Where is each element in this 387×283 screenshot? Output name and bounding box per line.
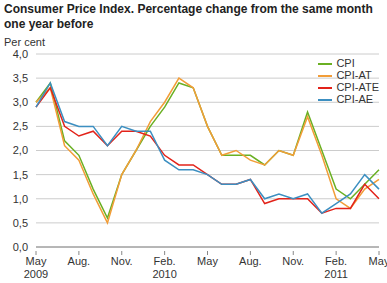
svg-text:2,5: 2,5	[13, 120, 28, 132]
svg-text:1,5: 1,5	[13, 169, 28, 181]
svg-text:1,0: 1,0	[13, 193, 28, 205]
svg-text:3,0: 3,0	[13, 96, 28, 108]
svg-text:May2009: May2009	[24, 255, 48, 280]
svg-text:3,5: 3,5	[13, 72, 28, 84]
html-text:CPI-AE: CPI-AE	[336, 93, 374, 105]
svg-text:Nov.: Nov.	[111, 255, 133, 267]
html-text:Per cent: Per cent	[4, 36, 45, 48]
html-text:CPI: CPI	[336, 57, 355, 69]
svg-text:Feb.2011: Feb.2011	[324, 255, 348, 280]
svg-text:0,5: 0,5	[13, 217, 28, 229]
svg-text:0,0: 0,0	[13, 241, 28, 253]
html-text:CPI-AT: CPI-AT	[336, 69, 372, 81]
svg-text:Nov.: Nov.	[282, 255, 304, 267]
html-text:Consumer Price Index. Percenta: Consumer Price Index. Percentage change …	[4, 2, 373, 31]
svg-text:4,0: 4,0	[13, 48, 28, 60]
svg-text:Aug.: Aug.	[68, 255, 91, 267]
svg-text:Aug.: Aug.	[239, 255, 262, 267]
svg-text:2,0: 2,0	[13, 144, 28, 156]
svg-text:May: May	[369, 255, 379, 267]
svg-text:Feb.2010: Feb.2010	[152, 255, 176, 280]
html-text:CPI-ATE: CPI-ATE	[336, 81, 379, 93]
svg-text:May: May	[197, 255, 218, 267]
